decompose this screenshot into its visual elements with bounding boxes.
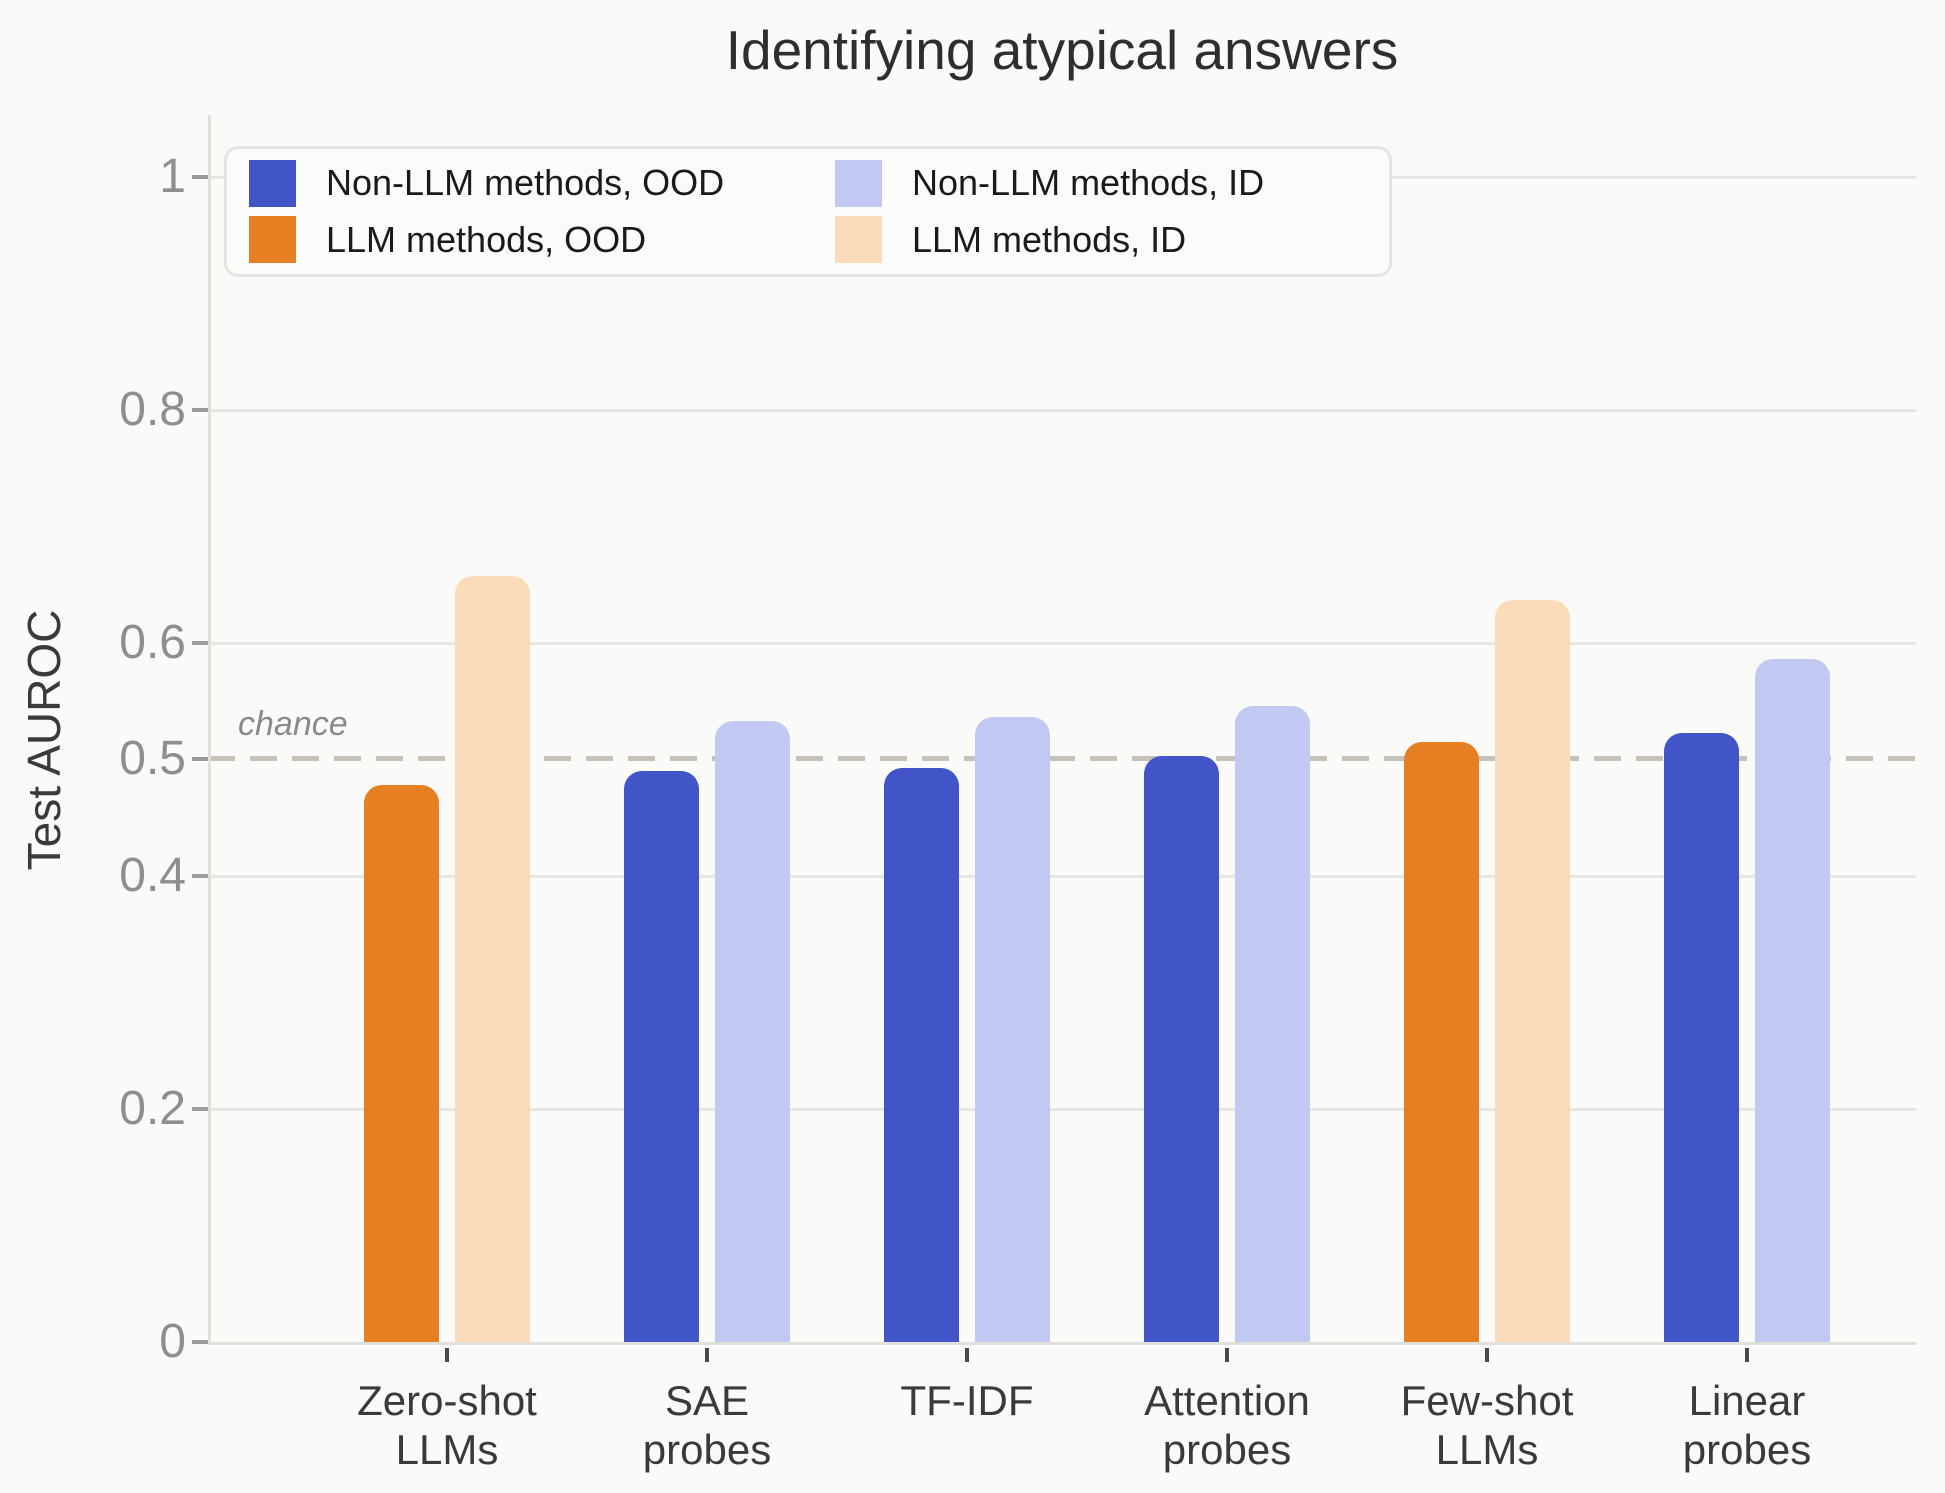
x-tick-mark xyxy=(445,1348,449,1362)
bar-non-llm-methods-id-cat2 xyxy=(975,717,1050,1342)
x-tick-mark xyxy=(705,1348,709,1362)
x-tick-label-5: Linear probes xyxy=(1682,1377,1812,1473)
y-tick-label-0.2: 0.2 xyxy=(119,1081,186,1135)
legend-item: LLM methods, ID xyxy=(835,216,1379,264)
legend-swatch-icon xyxy=(835,216,882,264)
plot-area: chance xyxy=(208,115,1916,1342)
y-tick-label-0.8: 0.8 xyxy=(119,382,186,436)
legend-label: Non-LLM methods, OOD xyxy=(326,162,725,204)
chance-dashed-line xyxy=(208,756,1916,762)
x-tick-label-4: Few-shot LLMs xyxy=(1400,1377,1574,1473)
x-tick-label-2: TF-IDF xyxy=(900,1377,1034,1424)
y-tick-mark xyxy=(192,1340,208,1344)
bar-non-llm-methods-ood-cat3 xyxy=(1144,755,1219,1342)
chance-annotation: chance xyxy=(238,705,348,744)
x-axis-line xyxy=(208,1342,1916,1345)
y-tick-label-0: 0 xyxy=(159,1315,186,1368)
gridline-y-0.6 xyxy=(208,641,1916,645)
y-tick-mark xyxy=(192,873,208,878)
legend-item: Non-LLM methods, OOD xyxy=(249,159,835,207)
bar-non-llm-methods-id-cat3 xyxy=(1235,705,1310,1342)
legend-swatch-icon xyxy=(249,216,296,264)
legend-item: Non-LLM methods, ID xyxy=(835,159,1379,207)
bar-non-llm-methods-ood-cat1 xyxy=(624,771,699,1342)
bar-llm-methods-ood-cat4 xyxy=(1404,741,1479,1342)
bar-non-llm-methods-id-cat5 xyxy=(1755,659,1830,1342)
y-tick-label-0.4: 0.4 xyxy=(119,848,186,902)
bar-non-llm-methods-ood-cat2 xyxy=(884,767,959,1342)
x-tick-label-1: SAE probes xyxy=(642,1377,772,1473)
bar-layer xyxy=(208,115,1916,1342)
y-tick-mark xyxy=(192,640,208,645)
bar-non-llm-methods-id-cat1 xyxy=(715,720,790,1342)
bar-non-llm-methods-ood-cat5 xyxy=(1664,732,1739,1342)
y-tick-label-1: 1 xyxy=(159,149,186,203)
legend-label: LLM methods, ID xyxy=(912,218,1187,260)
legend: Non-LLM methods, OOD Non-LLM methods, ID L… xyxy=(224,146,1392,277)
legend-swatch-icon xyxy=(835,159,882,207)
y-tick-mark xyxy=(192,174,208,179)
x-tick-mark xyxy=(1225,1348,1229,1362)
x-tick-mark xyxy=(1485,1348,1489,1362)
legend-label: LLM methods, OOD xyxy=(326,218,647,260)
y-tick-label-0.6: 0.6 xyxy=(119,615,186,669)
y-tick-mark xyxy=(192,407,208,412)
x-tick-mark xyxy=(965,1348,969,1362)
x-tick-label-3: Attention probes xyxy=(1144,1377,1310,1473)
legend-item: LLM methods, OOD xyxy=(249,216,835,264)
gridline-y-0.2 xyxy=(208,1107,1916,1111)
bar-llm-methods-id-cat0 xyxy=(455,576,530,1342)
bar-llm-methods-ood-cat0 xyxy=(364,785,439,1342)
legend-label: Non-LLM methods, ID xyxy=(912,162,1265,204)
y-tick-label-0.5: 0.5 xyxy=(119,732,186,786)
x-tick-mark xyxy=(1745,1348,1749,1362)
y-tick-mark xyxy=(192,1106,208,1111)
legend-swatch-icon xyxy=(249,159,296,207)
y-tick-mark xyxy=(192,757,208,762)
y-axis-line xyxy=(208,115,211,1345)
chart-title: Identifying atypical answers xyxy=(725,19,1399,81)
gridline-y-0.8 xyxy=(208,408,1916,412)
bar-llm-methods-id-cat4 xyxy=(1495,599,1570,1342)
x-tick-label-0: Zero-shot LLMs xyxy=(357,1377,537,1473)
gridline-y-0.4 xyxy=(208,874,1916,878)
